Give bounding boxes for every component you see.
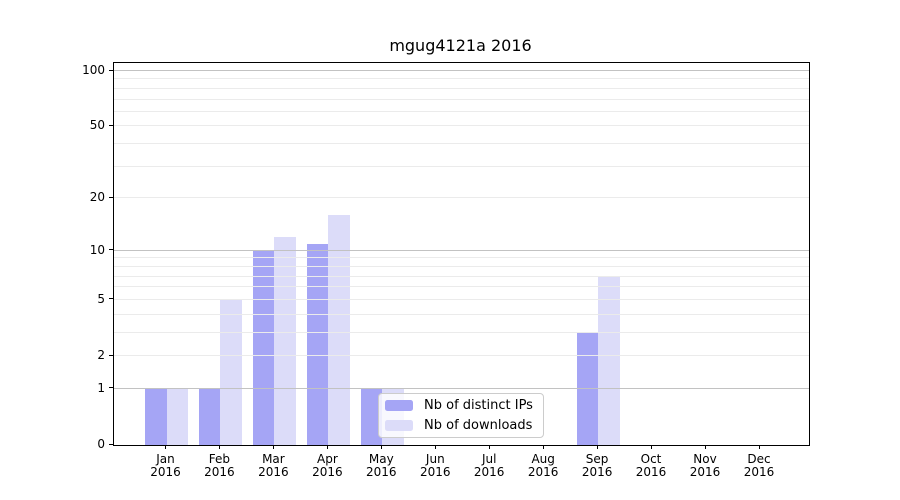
y-tick-label-50: 50	[89, 118, 105, 133]
x-tick-label-apr: Apr 2016	[312, 452, 343, 479]
x-tick-mark-sep	[596, 445, 598, 449]
y-tick-mark-5	[109, 298, 113, 300]
legend-swatch-downloads	[385, 420, 413, 431]
legend-swatch-distinct-ips	[385, 400, 413, 411]
gridline-minor-6	[114, 286, 809, 288]
x-tick-label-jun: Jun 2016	[420, 452, 451, 479]
gridline-minor-4	[114, 313, 809, 315]
gridline-major-1	[114, 387, 809, 389]
legend-entry-distinct-ips: Nb of distinct IPs	[385, 397, 537, 415]
gridline-minor-40	[114, 143, 809, 144]
y-tick-mark-20	[109, 196, 113, 198]
x-tick-mark-apr	[326, 445, 329, 449]
gridline-minor-90	[114, 78, 809, 80]
bar-downloads-mar	[274, 237, 296, 445]
bar-distinct-ips-jan	[145, 388, 167, 445]
x-tick-mark-nov	[704, 445, 706, 449]
bar-downloads-apr	[328, 215, 350, 445]
x-tick-mark-may	[380, 445, 382, 449]
y-tick-label-0: 0	[97, 437, 105, 451]
gridline-minor-80	[114, 87, 809, 89]
y-tick-mark-100	[109, 69, 113, 71]
y-tick-label-20: 20	[89, 190, 105, 205]
x-tick-mark-dec	[758, 445, 760, 449]
chart-title: mgug4121a 2016	[389, 36, 532, 55]
y-tick-label-2: 2	[97, 348, 105, 362]
bar-distinct-ips-apr	[306, 243, 329, 445]
y-tick-mark-1	[109, 387, 113, 389]
x-tick-mark-jul	[488, 445, 490, 449]
bar-downloads-sep	[598, 276, 620, 445]
legend-label-distinct-ips: Nb of distinct IPs	[424, 398, 533, 413]
x-tick-label-jan: Jan 2016	[150, 452, 181, 479]
plot-area	[113, 62, 810, 446]
x-tick-label-dec: Dec 2016	[743, 452, 775, 479]
gridline-minor-30	[114, 165, 809, 167]
x-tick-label-feb: Feb 2016	[204, 452, 235, 479]
x-tick-mark-jun	[434, 445, 436, 449]
y-tick-mark-50	[109, 124, 113, 126]
x-tick-label-nov: Nov 2016	[689, 452, 721, 479]
bar-distinct-ips-feb	[198, 388, 221, 445]
gridline-minor-70	[114, 98, 809, 100]
bar-downloads-jan	[166, 388, 188, 445]
gridline-minor-8	[114, 265, 809, 267]
bar-distinct-ips-mar	[252, 250, 275, 445]
y-tick-label-1: 1	[97, 380, 105, 395]
x-tick-mark-jan	[165, 445, 167, 449]
y-tick-mark-10	[109, 249, 113, 251]
bar-downloads-feb	[220, 299, 242, 445]
y-tick-mark-2	[109, 354, 113, 356]
x-tick-label-jul: Jul 2016	[473, 452, 505, 479]
x-tick-label-aug: Aug 2016	[527, 452, 559, 479]
x-tick-label-mar: Mar 2016	[258, 452, 289, 479]
gridline-minor-5	[114, 298, 809, 300]
y-tick-mark-0	[109, 443, 113, 445]
gridline-minor-3	[114, 331, 809, 333]
gridline-minor-50	[114, 125, 809, 127]
gridline-minor-20	[114, 197, 809, 199]
x-tick-label-sep: Sep 2016	[581, 452, 613, 479]
legend-label-downloads: Nb of downloads	[424, 418, 533, 433]
bar-distinct-ips-may	[360, 388, 383, 445]
x-tick-mark-oct	[650, 445, 652, 449]
x-tick-label-may: May 2016	[366, 452, 397, 479]
gridline-major-10	[114, 249, 809, 251]
gridline-minor-9	[114, 257, 809, 259]
gridline-minor-60	[114, 110, 809, 112]
y-tick-label-10: 10	[89, 242, 105, 257]
x-tick-mark-feb	[218, 445, 221, 449]
gridline-minor-7	[114, 275, 809, 277]
legend: Nb of distinct IPs Nb of downloads	[378, 393, 544, 438]
x-tick-mark-mar	[272, 445, 275, 449]
legend-entry-downloads: Nb of downloads	[385, 417, 537, 435]
x-tick-mark-aug	[542, 445, 544, 449]
x-tick-label-oct: Oct 2016	[635, 452, 667, 479]
y-tick-label-100: 100	[82, 63, 105, 77]
gridline-major-100	[114, 70, 809, 71]
gridline-minor-2	[114, 355, 809, 356]
y-tick-label-5: 5	[97, 291, 105, 306]
